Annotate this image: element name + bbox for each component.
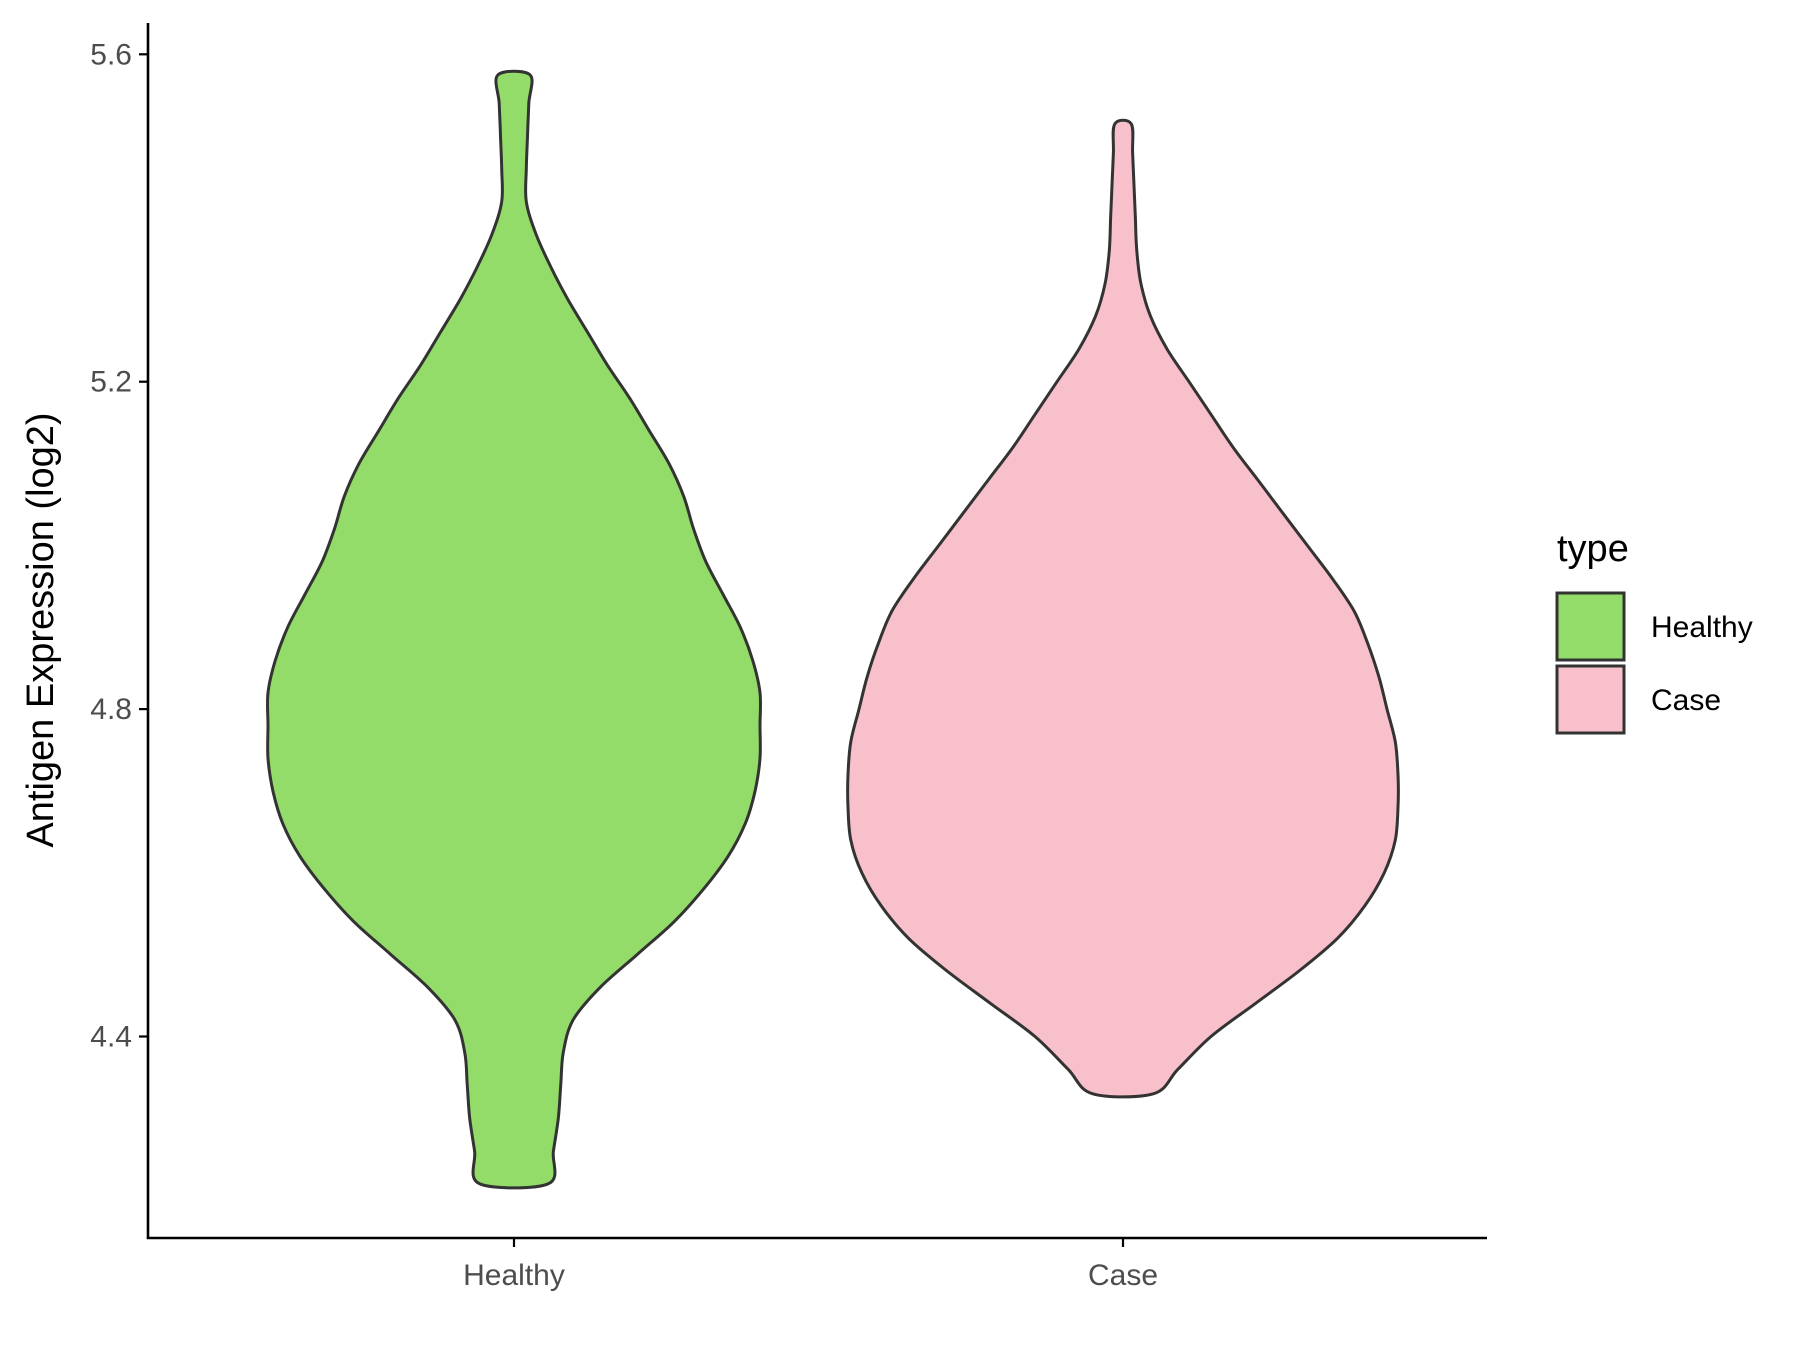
violin-case: [846, 118, 1400, 1099]
violin-healthy: [265, 69, 763, 1190]
legend-title: type: [1557, 528, 1629, 570]
legend-label-healthy: Healthy: [1651, 611, 1753, 644]
y-ticks: 4.4 4.8 5.2 5.6: [90, 38, 148, 1054]
legend-label-case: Case: [1651, 684, 1721, 717]
x-tick-label: Healthy: [463, 1259, 565, 1292]
y-tick-label: 4.4: [90, 1021, 132, 1054]
x-tick-label: Case: [1088, 1259, 1158, 1292]
y-tick-label: 4.8: [90, 693, 132, 726]
violins-layer: [265, 69, 1400, 1190]
x-ticks: Healthy Case: [463, 1238, 1158, 1292]
y-tick-label: 5.2: [90, 366, 132, 399]
legend-key-case: [1555, 664, 1626, 735]
y-axis-title: Antigen Expression (log2): [20, 412, 62, 847]
legend-key-healthy: [1555, 591, 1626, 662]
legend: type Healthy Case: [1555, 528, 1753, 735]
y-tick-label: 5.6: [90, 38, 132, 71]
